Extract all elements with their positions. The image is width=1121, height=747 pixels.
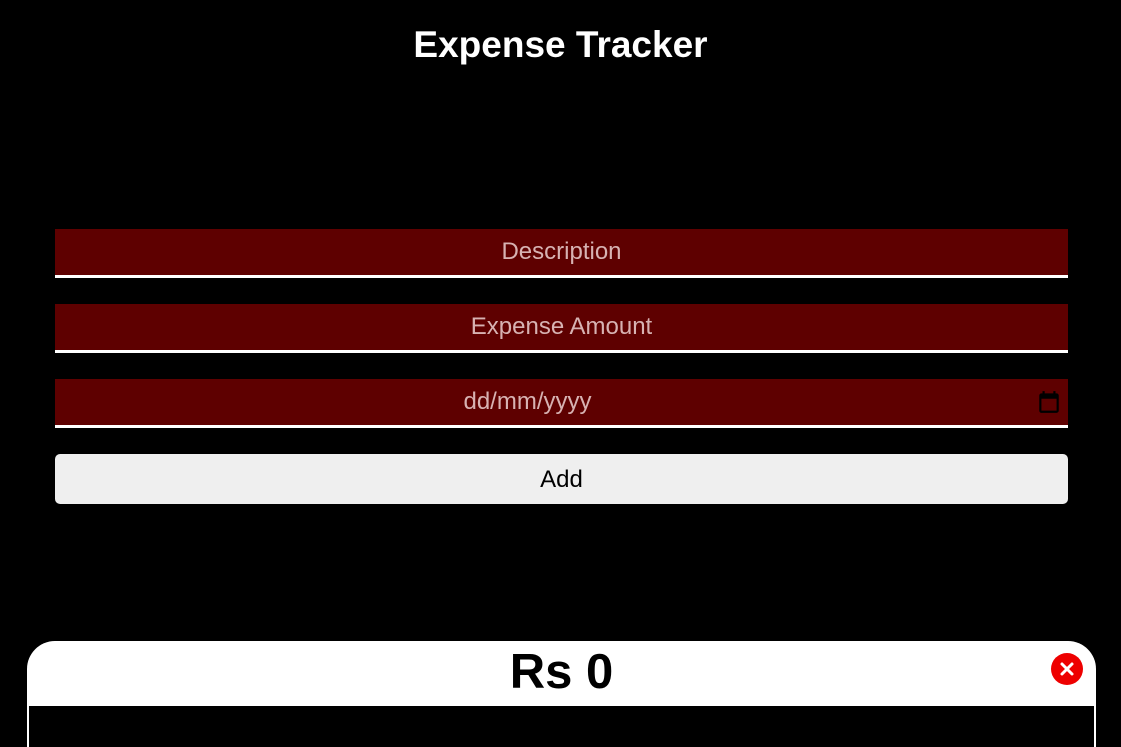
- expense-summary-panel: Rs 0: [27, 641, 1096, 747]
- total-amount: Rs 0: [509, 645, 614, 699]
- expense-list: [29, 706, 1094, 747]
- date-input[interactable]: dd/mm/yyyy: [463, 388, 592, 415]
- add-button[interactable]: Add: [55, 454, 1068, 504]
- page-title: Expense Tracker: [413, 24, 708, 65]
- calendar-icon[interactable]: [1036, 389, 1062, 415]
- expense-amount-input[interactable]: [55, 304, 1068, 350]
- date-field[interactable]: dd/mm/yyyy: [55, 379, 1068, 428]
- close-icon: [1060, 662, 1074, 676]
- expense-amount-field[interactable]: [55, 304, 1068, 353]
- close-button[interactable]: [1051, 653, 1083, 685]
- description-input[interactable]: [55, 229, 1068, 275]
- description-field[interactable]: [55, 229, 1068, 278]
